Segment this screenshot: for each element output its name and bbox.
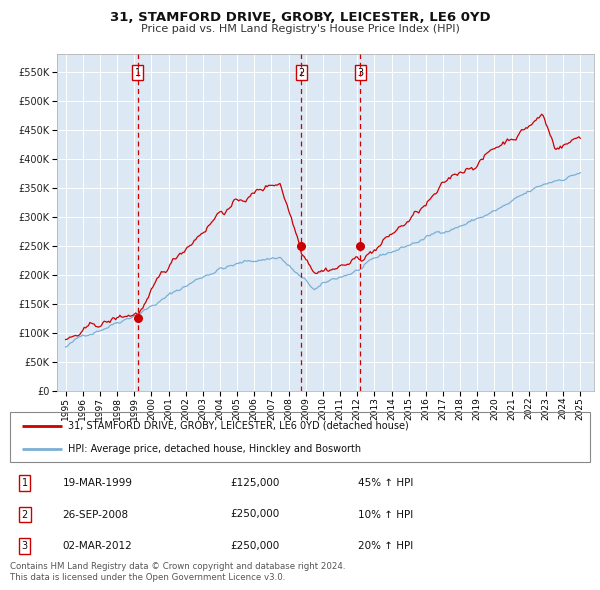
- Text: 3: 3: [22, 541, 28, 551]
- Text: 10% ↑ HPI: 10% ↑ HPI: [358, 510, 413, 520]
- Text: £250,000: £250,000: [230, 541, 280, 551]
- Text: 45% ↑ HPI: 45% ↑ HPI: [358, 478, 413, 488]
- Text: 3: 3: [357, 68, 363, 78]
- Text: Price paid vs. HM Land Registry's House Price Index (HPI): Price paid vs. HM Land Registry's House …: [140, 24, 460, 34]
- Text: 1: 1: [22, 478, 28, 488]
- Text: £250,000: £250,000: [230, 510, 280, 520]
- Text: 31, STAMFORD DRIVE, GROBY, LEICESTER, LE6 0YD: 31, STAMFORD DRIVE, GROBY, LEICESTER, LE…: [110, 11, 490, 24]
- Text: 2: 2: [22, 510, 28, 520]
- Text: £125,000: £125,000: [230, 478, 280, 488]
- Text: HPI: Average price, detached house, Hinckley and Bosworth: HPI: Average price, detached house, Hinc…: [68, 444, 361, 454]
- Text: 1: 1: [135, 68, 141, 78]
- Text: 31, STAMFORD DRIVE, GROBY, LEICESTER, LE6 0YD (detached house): 31, STAMFORD DRIVE, GROBY, LEICESTER, LE…: [68, 421, 409, 431]
- Text: Contains HM Land Registry data © Crown copyright and database right 2024.: Contains HM Land Registry data © Crown c…: [10, 562, 346, 571]
- Text: 26-SEP-2008: 26-SEP-2008: [62, 510, 128, 520]
- Text: This data is licensed under the Open Government Licence v3.0.: This data is licensed under the Open Gov…: [10, 573, 286, 582]
- Text: 2: 2: [298, 68, 304, 78]
- Text: 20% ↑ HPI: 20% ↑ HPI: [358, 541, 413, 551]
- Text: 02-MAR-2012: 02-MAR-2012: [62, 541, 132, 551]
- Text: 19-MAR-1999: 19-MAR-1999: [62, 478, 133, 488]
